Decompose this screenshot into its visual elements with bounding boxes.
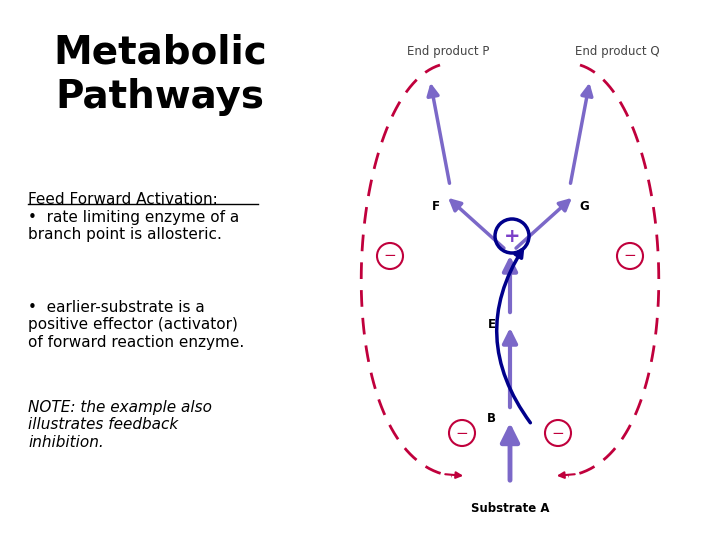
Text: −: − <box>552 426 564 441</box>
Text: •  rate limiting enzyme of a
branch point is allosteric.: • rate limiting enzyme of a branch point… <box>28 210 239 242</box>
Text: End product P: End product P <box>407 45 489 58</box>
Text: −: − <box>384 248 397 264</box>
Text: −: − <box>456 426 469 441</box>
Text: B: B <box>487 413 496 426</box>
Text: +: + <box>504 226 521 246</box>
Text: Metabolic
Pathways: Metabolic Pathways <box>53 34 267 116</box>
Text: Feed Forward Activation:: Feed Forward Activation: <box>28 192 217 207</box>
Text: −: − <box>624 248 636 264</box>
Text: F: F <box>432 199 440 213</box>
Text: G: G <box>579 199 589 213</box>
Text: NOTE: the example also
illustrates feedback
inhibition.: NOTE: the example also illustrates feedb… <box>28 400 212 450</box>
Text: Substrate A: Substrate A <box>471 502 549 515</box>
Text: End product Q: End product Q <box>575 45 660 58</box>
Text: E: E <box>488 318 496 330</box>
FancyArrowPatch shape <box>497 249 531 423</box>
Text: •  earlier-substrate is a
positive effector (activator)
of forward reaction enzy: • earlier-substrate is a positive effect… <box>28 300 244 350</box>
